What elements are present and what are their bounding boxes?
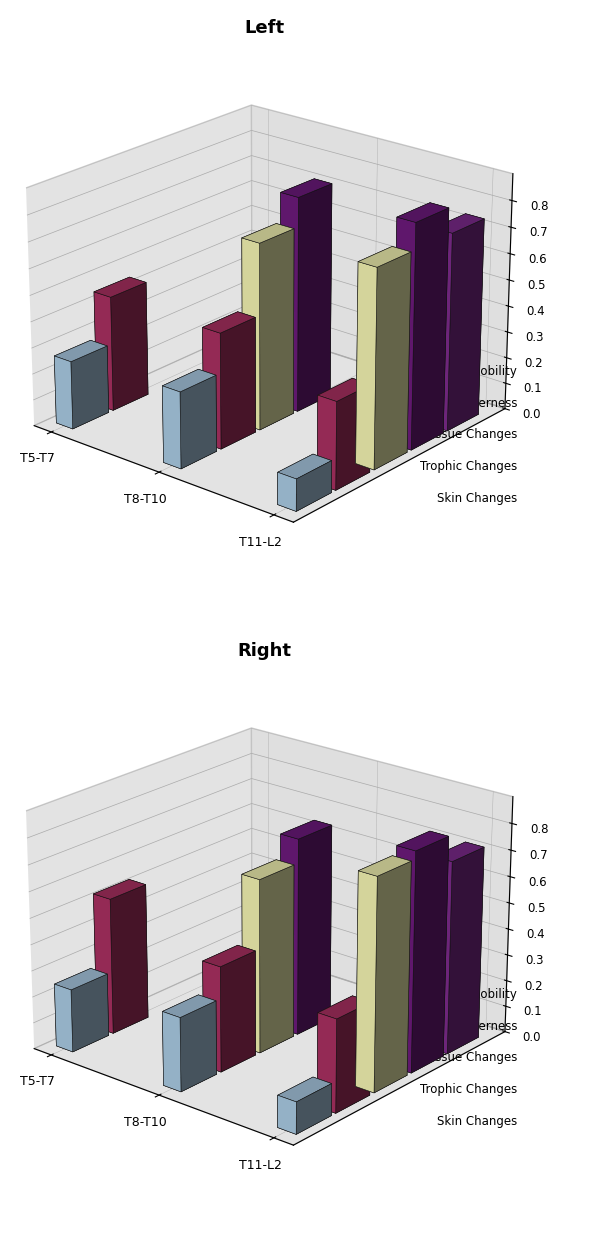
Text: Tissue Changes: Tissue Changes — [425, 429, 517, 441]
Text: Skin Changes: Skin Changes — [437, 1115, 517, 1127]
Text: Trophic Changes: Trophic Changes — [420, 460, 517, 473]
Text: Tenderness: Tenderness — [451, 1020, 517, 1032]
Text: Tenderness: Tenderness — [451, 396, 517, 410]
Text: Trophic Changes: Trophic Changes — [420, 1083, 517, 1095]
Text: Skin Changes: Skin Changes — [437, 492, 517, 504]
Text: Immobility: Immobility — [455, 364, 517, 378]
Text: Tissue Changes: Tissue Changes — [425, 1051, 517, 1064]
Title: Right: Right — [237, 642, 291, 660]
Title: Left: Left — [244, 19, 284, 37]
Text: Immobility: Immobility — [455, 987, 517, 1001]
